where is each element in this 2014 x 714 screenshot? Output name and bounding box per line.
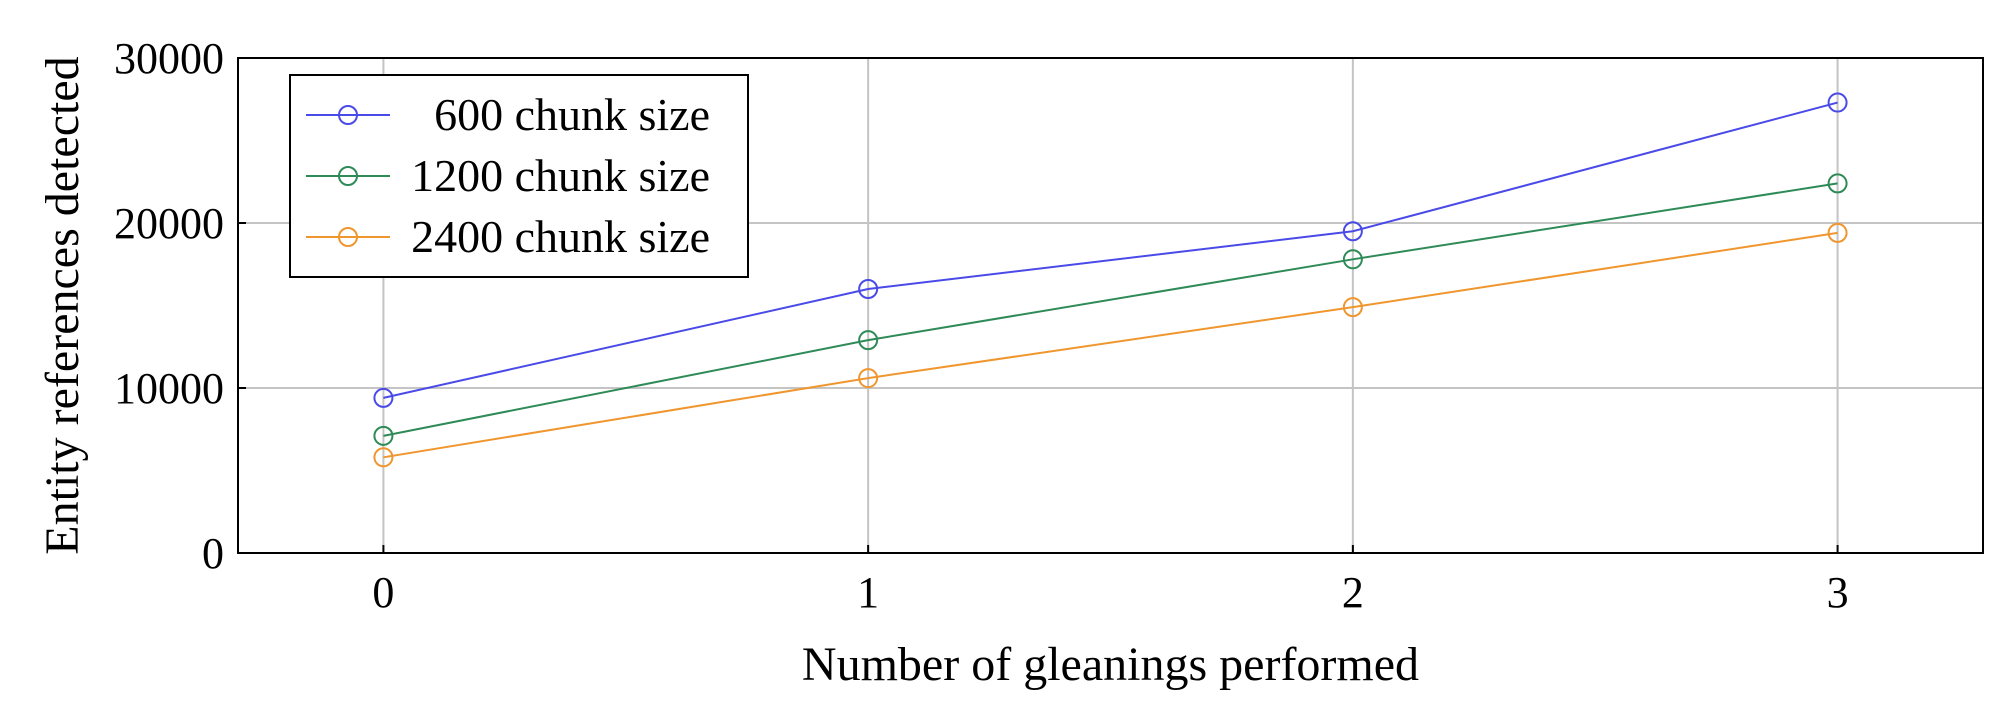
series-layer [373,92,1848,468]
legend-label: 2400 chunk size [411,211,710,262]
x-tick-label: 2 [1342,568,1364,617]
x-axis-title: Number of gleanings performed [802,638,1419,691]
y-axis-ticks: 0 10000 20000 30000 [114,34,246,578]
x-axis-ticks: 0 1 2 3 [372,545,1849,617]
data-point [1827,222,1848,243]
series-2 [373,222,1848,468]
series-1 [373,173,1848,446]
data-point [858,330,879,351]
data-point [373,425,394,446]
legend-marker [338,166,358,186]
x-tick-label: 3 [1827,568,1849,617]
series-line [383,231,1838,459]
data-point [1827,173,1848,194]
legend-item: 2400 chunk size [306,211,710,262]
data-point [858,279,879,299]
y-tick-label: 30000 [114,34,224,83]
y-tick-label: 0 [202,529,224,578]
legend-marker [338,105,358,125]
series-line [383,182,1838,437]
legend-item: 600 chunk size [306,89,710,140]
legend-label: 600 chunk size [434,89,710,140]
data-point [373,447,394,468]
data-point [1342,221,1363,242]
y-tick-label: 10000 [114,364,224,413]
series-0 [373,92,1848,408]
y-tick-label: 20000 [114,199,224,248]
legend-item: 1200 chunk size [306,150,710,201]
x-tick-label: 1 [857,568,879,617]
data-point [1342,297,1363,318]
legend: 600 chunk size 1200 chunk size 2400 chunk … [289,74,749,278]
x-tick-label: 0 [372,568,394,617]
data-point [1827,92,1848,113]
plot-area [237,57,1984,554]
data-point [858,368,879,389]
y-axis-title: Entity references detected [36,56,89,554]
data-point [373,387,394,408]
legend-label: 1200 chunk size [411,150,710,201]
series-line [383,101,1838,399]
legend-marker [338,227,358,247]
data-point [1342,249,1363,270]
